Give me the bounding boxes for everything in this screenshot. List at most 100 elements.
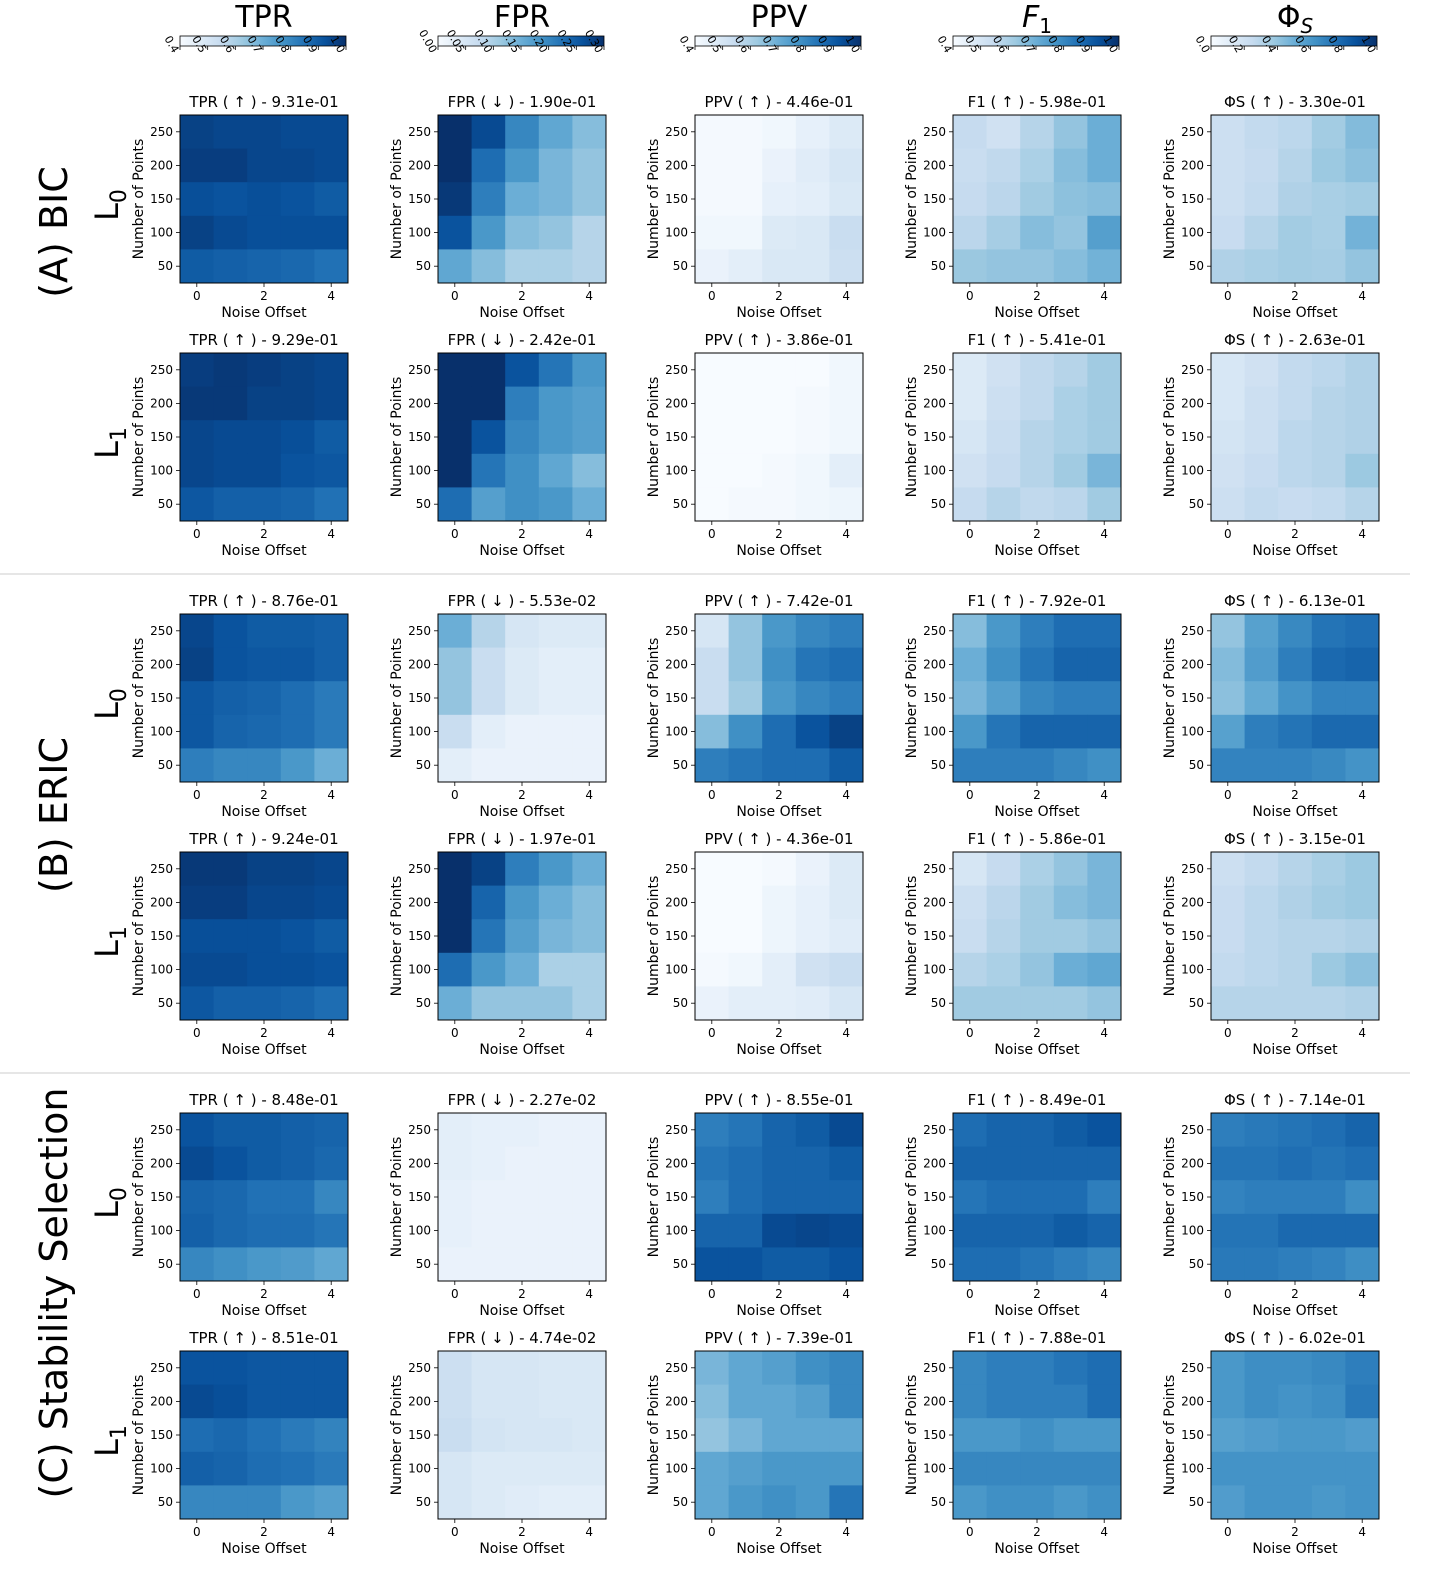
x-axis-label: Noise Offset [736, 1042, 822, 1058]
y-tick-label: 200 [923, 657, 946, 671]
y-tick-label: 250 [923, 862, 946, 876]
x-tick-label: 4 [585, 1525, 593, 1539]
y-tick-label: 100 [923, 1224, 946, 1238]
heatmap-cell [471, 148, 506, 183]
x-tick-label: 4 [327, 1287, 335, 1301]
x-tick-label: 0 [966, 1525, 974, 1539]
y-axis-label: Number of Points [904, 139, 920, 260]
y-tick-label: 250 [408, 363, 431, 377]
heatmap-cell [280, 919, 315, 954]
y-tick-label: 150 [665, 691, 688, 705]
heatmap-cell [953, 1485, 988, 1520]
heatmap-cell [280, 952, 315, 987]
y-tick-label: 200 [1181, 396, 1204, 410]
heatmap-cell [438, 353, 473, 388]
heatmap-cell [1345, 1485, 1380, 1520]
y-axis-label: Number of Points [646, 638, 662, 759]
heatmap-cell [1345, 1351, 1380, 1386]
heatmap-cell [1020, 1485, 1055, 1520]
heatmap-cell [505, 919, 540, 954]
heatmap-cell [1211, 148, 1246, 183]
x-tick-label: 4 [842, 1026, 850, 1040]
heatmap-cell [986, 986, 1021, 1021]
x-tick-label: 2 [1033, 1026, 1041, 1040]
y-tick-label: 250 [923, 1361, 946, 1375]
heatmap-cell [829, 1213, 864, 1248]
heatmap-cell [1020, 1451, 1055, 1486]
y-tick-label: 150 [1181, 1190, 1204, 1204]
y-tick-label: 250 [665, 624, 688, 638]
heatmap-panel-eric-l0-tpr: TPR ( ↑ ) - 8.76e-01 250 200 150 100 50 0 2 4 Noi… [131, 592, 349, 820]
panel-title: TPR ( ↑ ) - 9.29e-01 [188, 331, 338, 349]
heatmap-cell [1278, 1180, 1313, 1215]
panel-title: F1 ( ↑ ) - 7.92e-01 [968, 592, 1107, 610]
heatmap-cell [314, 1247, 349, 1282]
y-tick-label: 250 [665, 363, 688, 377]
x-tick-label: 0 [708, 1525, 716, 1539]
heatmap-cell [438, 1351, 473, 1386]
y-tick-label: 50 [931, 497, 946, 511]
heatmap-cell [1211, 420, 1246, 455]
panel-title: FPR ( ↓ ) - 5.53e-02 [448, 592, 597, 610]
heatmap-cell [1244, 1351, 1279, 1386]
x-tick-label: 2 [775, 1026, 783, 1040]
heatmap-cell [728, 249, 763, 284]
y-axis-label: Number of Points [646, 876, 662, 997]
heatmap-cell [829, 1351, 864, 1386]
heatmap-cell [1345, 952, 1380, 987]
heatmap-cell [1211, 182, 1246, 217]
heatmap-cell [953, 614, 988, 649]
x-axis-label: Noise Offset [994, 804, 1080, 820]
heatmap-cell [795, 714, 830, 749]
y-tick-label: 150 [923, 1190, 946, 1204]
heatmap-cell [213, 1180, 248, 1215]
heatmap-cell [1311, 148, 1346, 183]
heatmap-cell [1278, 1418, 1313, 1453]
heatmap-cell [829, 182, 864, 217]
x-tick-label: 4 [585, 289, 593, 303]
heatmap-cell [438, 386, 473, 421]
y-tick-label: 100 [150, 1462, 173, 1476]
heatmap-cell [280, 1180, 315, 1215]
heatmap-panel-bic-l0-phi: ΦS ( ↑ ) - 3.30e-01 250 200 150 100 50 0 2 4 Nois… [1162, 93, 1380, 321]
heatmap-cell [180, 453, 215, 488]
x-axis-label: Noise Offset [221, 543, 307, 559]
heatmap-cell [180, 1418, 215, 1453]
heatmap-cell [1244, 1384, 1279, 1419]
heatmap-cell [1211, 714, 1246, 749]
y-tick-label: 100 [665, 1224, 688, 1238]
heatmap-cell [1020, 885, 1055, 920]
heatmap-cell [1020, 1113, 1055, 1148]
x-axis-label: Noise Offset [1252, 804, 1338, 820]
heatmap-cell [1020, 249, 1055, 284]
y-tick-label: 150 [150, 192, 173, 206]
y-tick-label: 250 [1181, 624, 1204, 638]
row-label: L0 [88, 688, 132, 720]
y-tick-label: 250 [150, 624, 173, 638]
y-tick-label: 150 [408, 430, 431, 444]
heatmap-cell [572, 1113, 607, 1148]
heatmap-cell [829, 986, 864, 1021]
x-tick-label: 2 [1033, 788, 1041, 802]
x-tick-label: 0 [451, 1287, 459, 1301]
heatmap-cell [986, 919, 1021, 954]
heatmap-cell [1087, 1113, 1122, 1148]
panel-title: FPR ( ↓ ) - 2.42e-01 [448, 331, 597, 349]
x-tick-label: 4 [585, 1026, 593, 1040]
x-axis-label: Noise Offset [994, 1541, 1080, 1557]
x-tick-label: 2 [518, 527, 526, 541]
heatmap-cell [438, 919, 473, 954]
heatmap-cell [213, 1485, 248, 1520]
panel-title: F1 ( ↑ ) - 8.49e-01 [968, 1091, 1107, 1109]
y-tick-label: 100 [1181, 725, 1204, 739]
heatmap-cell [1311, 487, 1346, 522]
heatmap-cell [438, 986, 473, 1021]
heatmap-cell [829, 420, 864, 455]
heatmap-cell [1087, 1180, 1122, 1215]
column-title: TPR [234, 0, 292, 35]
heatmap-cell [762, 249, 797, 284]
heatmap-cell [572, 386, 607, 421]
heatmap-cell [1211, 1384, 1246, 1419]
heatmap-cell [795, 1384, 830, 1419]
heatmap-cell [505, 1485, 540, 1520]
